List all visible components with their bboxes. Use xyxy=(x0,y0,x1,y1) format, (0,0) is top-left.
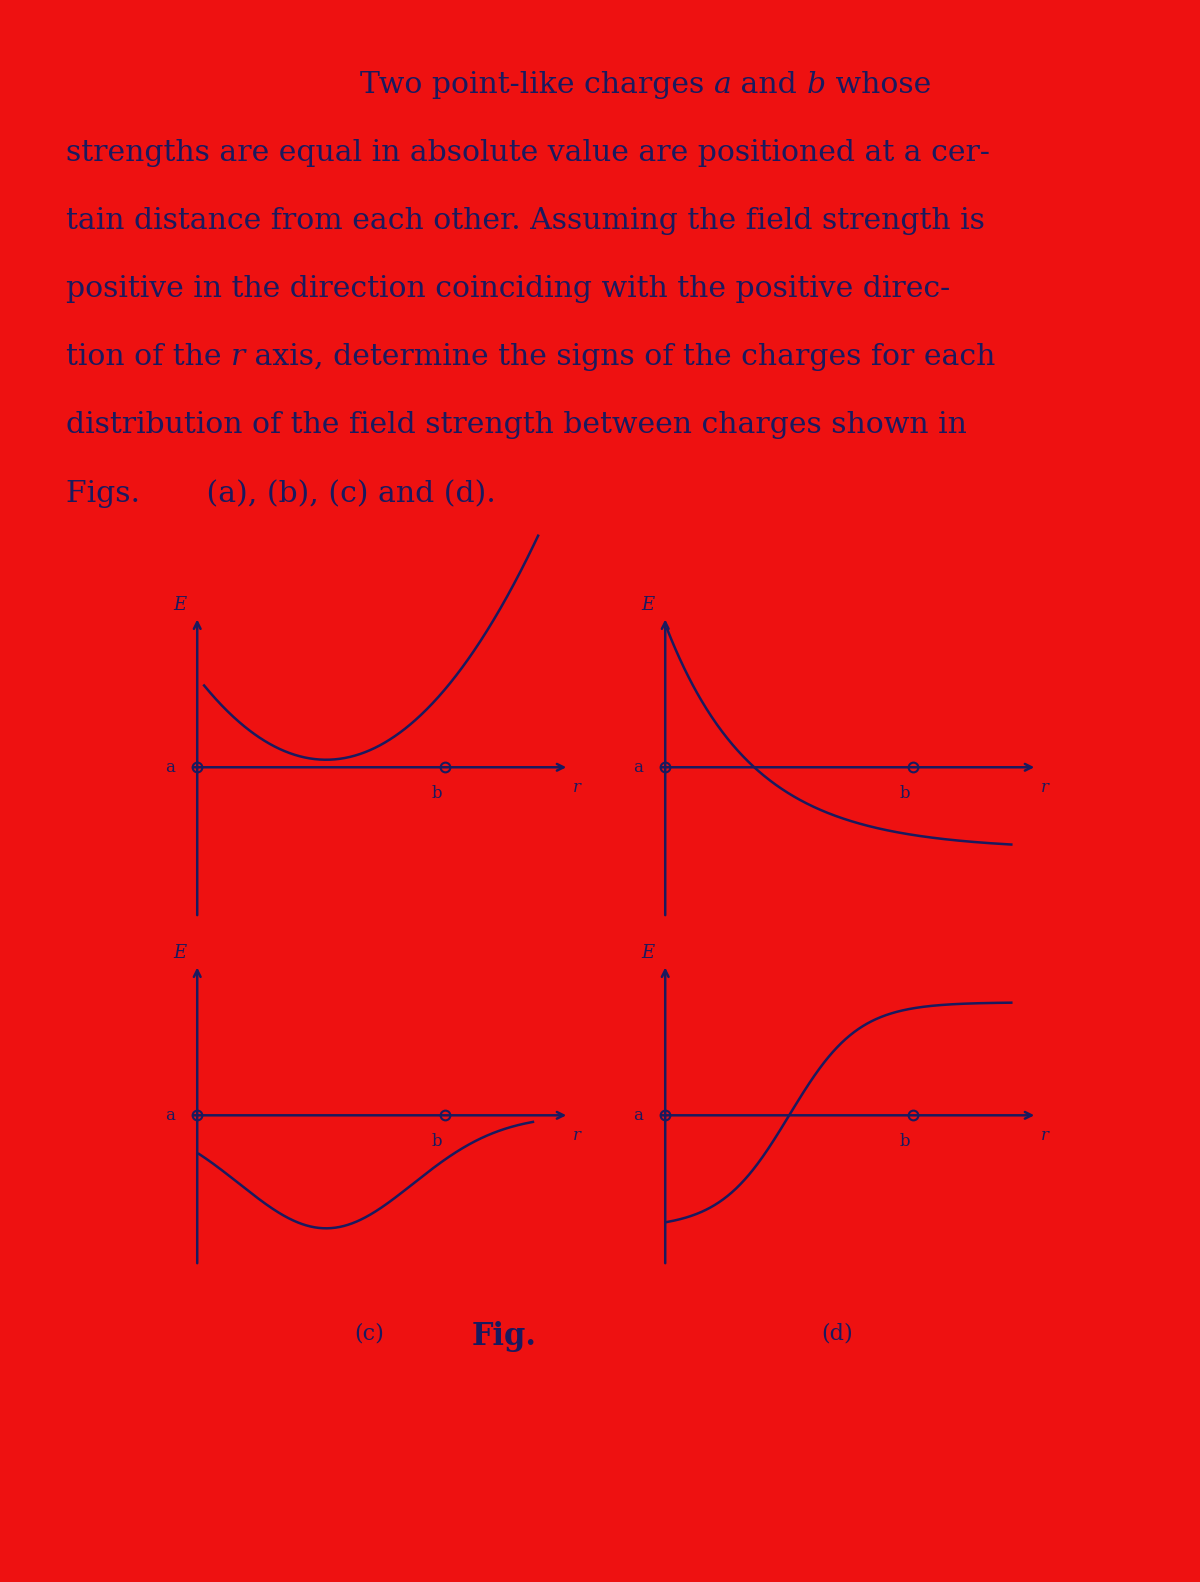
Text: b: b xyxy=(431,1133,442,1150)
Text: strengths are equal in absolute value are positioned at a cer-: strengths are equal in absolute value ar… xyxy=(66,139,990,168)
Text: r: r xyxy=(1040,780,1049,796)
Text: Two point-like charges: Two point-like charges xyxy=(360,71,714,100)
Text: r: r xyxy=(1040,1128,1049,1144)
Text: a: a xyxy=(714,71,732,100)
Text: E: E xyxy=(642,595,655,614)
Text: a: a xyxy=(164,1107,175,1123)
Text: b: b xyxy=(806,71,826,100)
Text: a: a xyxy=(164,759,175,775)
Text: b: b xyxy=(899,1133,910,1150)
Text: r: r xyxy=(230,343,245,372)
Text: r: r xyxy=(572,1128,581,1144)
Text: whose: whose xyxy=(826,71,931,100)
Text: (c): (c) xyxy=(354,1323,384,1345)
Text: a: a xyxy=(632,759,643,775)
Text: (b): (b) xyxy=(822,975,853,997)
Text: tion of the: tion of the xyxy=(66,343,230,372)
Text: distribution of the field strength between charges shown in: distribution of the field strength betwe… xyxy=(66,411,967,440)
Text: b: b xyxy=(899,785,910,802)
Text: Fig.: Fig. xyxy=(472,1321,536,1353)
Text: and: and xyxy=(732,71,806,100)
Text: a: a xyxy=(632,1107,643,1123)
Text: axis, determine the signs of the charges for each: axis, determine the signs of the charges… xyxy=(245,343,996,372)
Text: E: E xyxy=(174,595,187,614)
Text: (d): (d) xyxy=(822,1323,853,1345)
Text: positive in the direction coinciding with the positive direc-: positive in the direction coinciding wit… xyxy=(66,275,950,304)
Text: tain distance from each other. Assuming the field strength is: tain distance from each other. Assuming … xyxy=(66,207,985,236)
Text: r: r xyxy=(572,780,581,796)
Text: E: E xyxy=(174,943,187,962)
Text: E: E xyxy=(642,943,655,962)
Text: (a): (a) xyxy=(354,975,385,997)
Text: b: b xyxy=(431,785,442,802)
Text: Figs.       (a), (b), (c) and (d).: Figs. (a), (b), (c) and (d). xyxy=(66,479,496,508)
